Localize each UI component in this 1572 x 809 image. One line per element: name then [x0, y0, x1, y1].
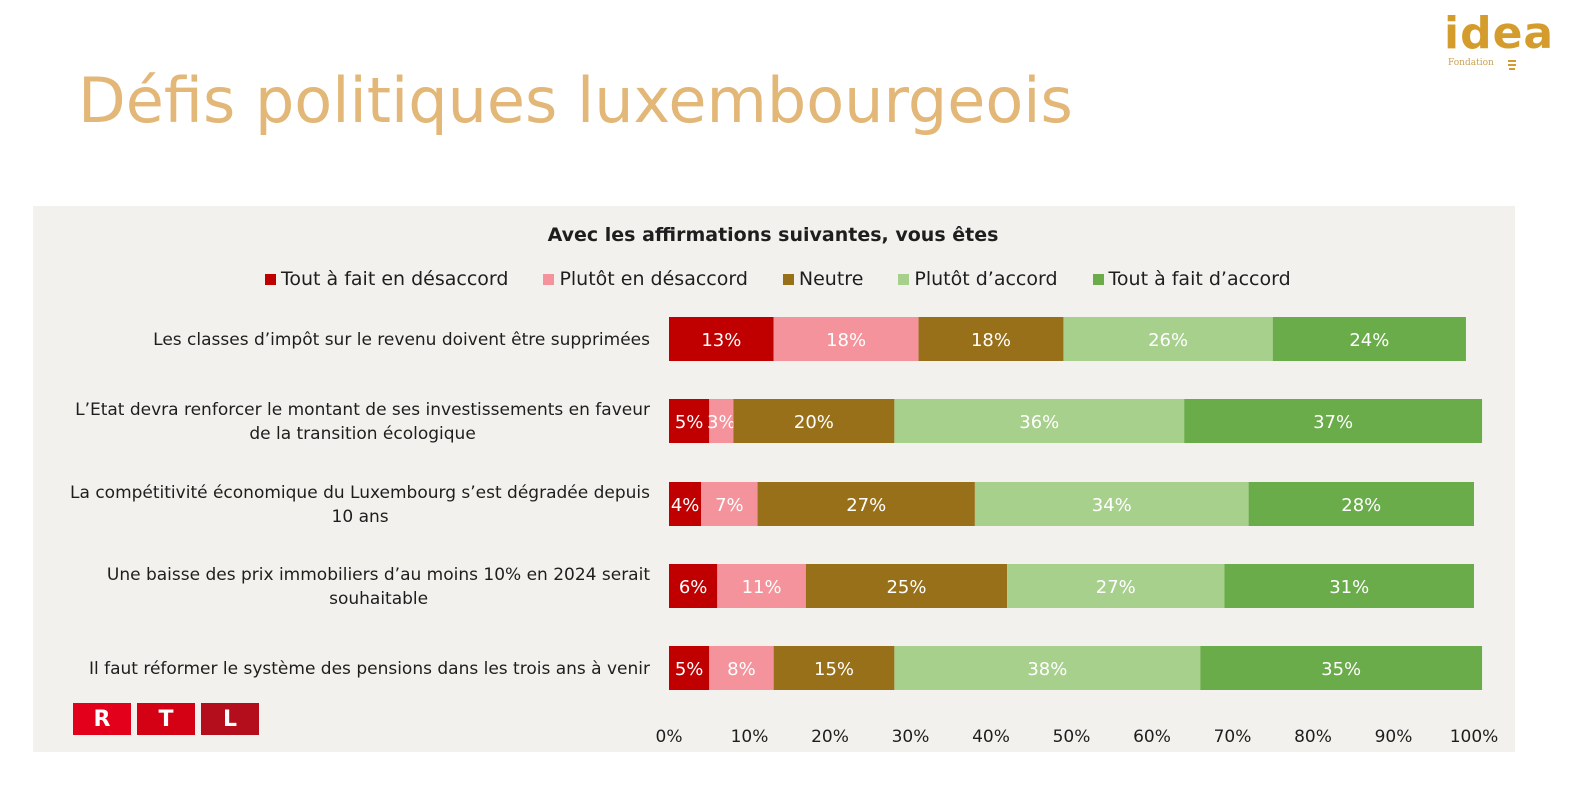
data-label: 35% — [1321, 659, 1361, 680]
data-label: 38% — [1027, 659, 1067, 680]
data-label: 18% — [826, 330, 866, 351]
data-label: 18% — [971, 330, 1011, 351]
rtl-letter: R — [73, 703, 131, 735]
x-tick-label: 70% — [1214, 727, 1252, 747]
category-label: 10 ans — [332, 507, 389, 527]
data-label: 27% — [846, 495, 886, 516]
legend-swatch — [1092, 273, 1104, 285]
legend-label: Neutre — [798, 268, 864, 290]
data-label: 37% — [1313, 412, 1353, 433]
data-label: 5% — [675, 412, 704, 433]
idea-logo: idea Fondation — [1444, 8, 1556, 78]
rtl-letter: L — [201, 703, 259, 735]
legend-label: Tout à fait en désaccord — [281, 268, 509, 290]
bar-segment — [669, 482, 702, 526]
bar-segment — [733, 399, 895, 443]
category-label: souhaitable — [329, 589, 428, 609]
bar-segment — [1248, 482, 1474, 526]
x-tick-label: 30% — [892, 727, 930, 747]
legend-item: Plutôt en désaccord — [543, 268, 748, 290]
legend-swatch — [898, 273, 910, 285]
bar-segment — [894, 399, 1185, 443]
x-tick-label: 50% — [1053, 727, 1091, 747]
data-label: 36% — [1019, 412, 1059, 433]
data-label: 6% — [679, 577, 708, 598]
bar-segment — [669, 317, 774, 361]
bar-segment — [717, 564, 806, 608]
category-label: La compétitivité économique du Luxembour… — [70, 483, 650, 503]
bar-segment — [1063, 317, 1273, 361]
x-tick-label: 100% — [1450, 727, 1499, 747]
legend-item: Plutôt d’accord — [898, 268, 1058, 290]
bar-segment — [773, 317, 919, 361]
category-label: Une baisse des prix immobiliers d’au moi… — [107, 565, 650, 585]
bar-segment — [701, 482, 758, 526]
data-label: 27% — [1096, 577, 1136, 598]
category-label: de la transition écologique — [249, 424, 475, 444]
rtl-letter: T — [137, 703, 195, 735]
bar-segment — [709, 399, 734, 443]
chart-panel: Avec les affirmations suivantes, vous êt… — [33, 206, 1515, 752]
legend-label: Plutôt d’accord — [914, 268, 1058, 290]
data-label: 3% — [707, 412, 736, 433]
legend-label: Tout à fait d’accord — [1108, 268, 1291, 290]
bar-segment — [669, 564, 718, 608]
data-label: 7% — [715, 495, 744, 516]
logo-subtext: Fondation — [1448, 58, 1494, 68]
x-tick-label: 90% — [1375, 727, 1413, 747]
x-tick-label: 10% — [731, 727, 769, 747]
data-label: 5% — [675, 659, 704, 680]
bar-segment — [773, 646, 895, 690]
data-label: 28% — [1341, 495, 1381, 516]
data-label: 4% — [671, 495, 700, 516]
stacked-bar-chart: Les classes d’impôt sur le revenu doiven… — [70, 317, 1499, 747]
page-title: Défis politiques luxembourgeois — [78, 64, 1073, 137]
category-label: Il faut réformer le système des pensions… — [89, 659, 650, 679]
data-label: 24% — [1349, 330, 1389, 351]
legend-item: Tout à fait d’accord — [1092, 268, 1291, 290]
bar-segment — [894, 646, 1201, 690]
data-label: 8% — [727, 659, 756, 680]
data-label: 25% — [886, 577, 926, 598]
bar-segment — [757, 482, 975, 526]
bar-segment — [1007, 564, 1225, 608]
x-tick-label: 20% — [811, 727, 849, 747]
chart-legend: Tout à fait en désaccord Plutôt en désacc… — [265, 266, 1326, 292]
x-tick-label: 40% — [972, 727, 1010, 747]
bar-segment — [1184, 399, 1483, 443]
data-label: 31% — [1329, 577, 1369, 598]
data-label: 26% — [1148, 330, 1188, 351]
category-label: Les classes d’impôt sur le revenu doiven… — [153, 330, 650, 350]
bar-segment — [918, 317, 1064, 361]
x-tick-label: 60% — [1133, 727, 1171, 747]
bar-segment — [805, 564, 1008, 608]
bar-segment — [709, 646, 774, 690]
bar-segment — [1272, 317, 1466, 361]
category-label: L’Etat devra renforcer le montant de ses… — [75, 400, 650, 420]
legend-swatch — [265, 273, 276, 285]
data-label: 34% — [1092, 495, 1132, 516]
data-label: 15% — [814, 659, 854, 680]
data-label: 13% — [701, 330, 741, 351]
bar-segment — [669, 646, 710, 690]
chart-title: Avec les affirmations suivantes, vous êt… — [547, 224, 999, 246]
legend-item: Tout à fait en désaccord — [265, 268, 508, 290]
lightbulb-icon — [1508, 60, 1516, 70]
bar-segment — [1224, 564, 1474, 608]
legend-label: Plutôt en désaccord — [559, 268, 748, 290]
legend-swatch — [782, 273, 794, 285]
legend-item: Neutre — [782, 268, 864, 290]
x-tick-label: 80% — [1294, 727, 1332, 747]
data-label: 11% — [742, 577, 782, 598]
x-tick-label: 0% — [656, 727, 683, 747]
bar-segment — [1200, 646, 1483, 690]
legend-swatch — [543, 273, 555, 285]
logo-wordmark: idea — [1444, 8, 1555, 59]
bar-segment — [669, 399, 710, 443]
data-label: 20% — [794, 412, 834, 433]
bar-segment — [974, 482, 1249, 526]
